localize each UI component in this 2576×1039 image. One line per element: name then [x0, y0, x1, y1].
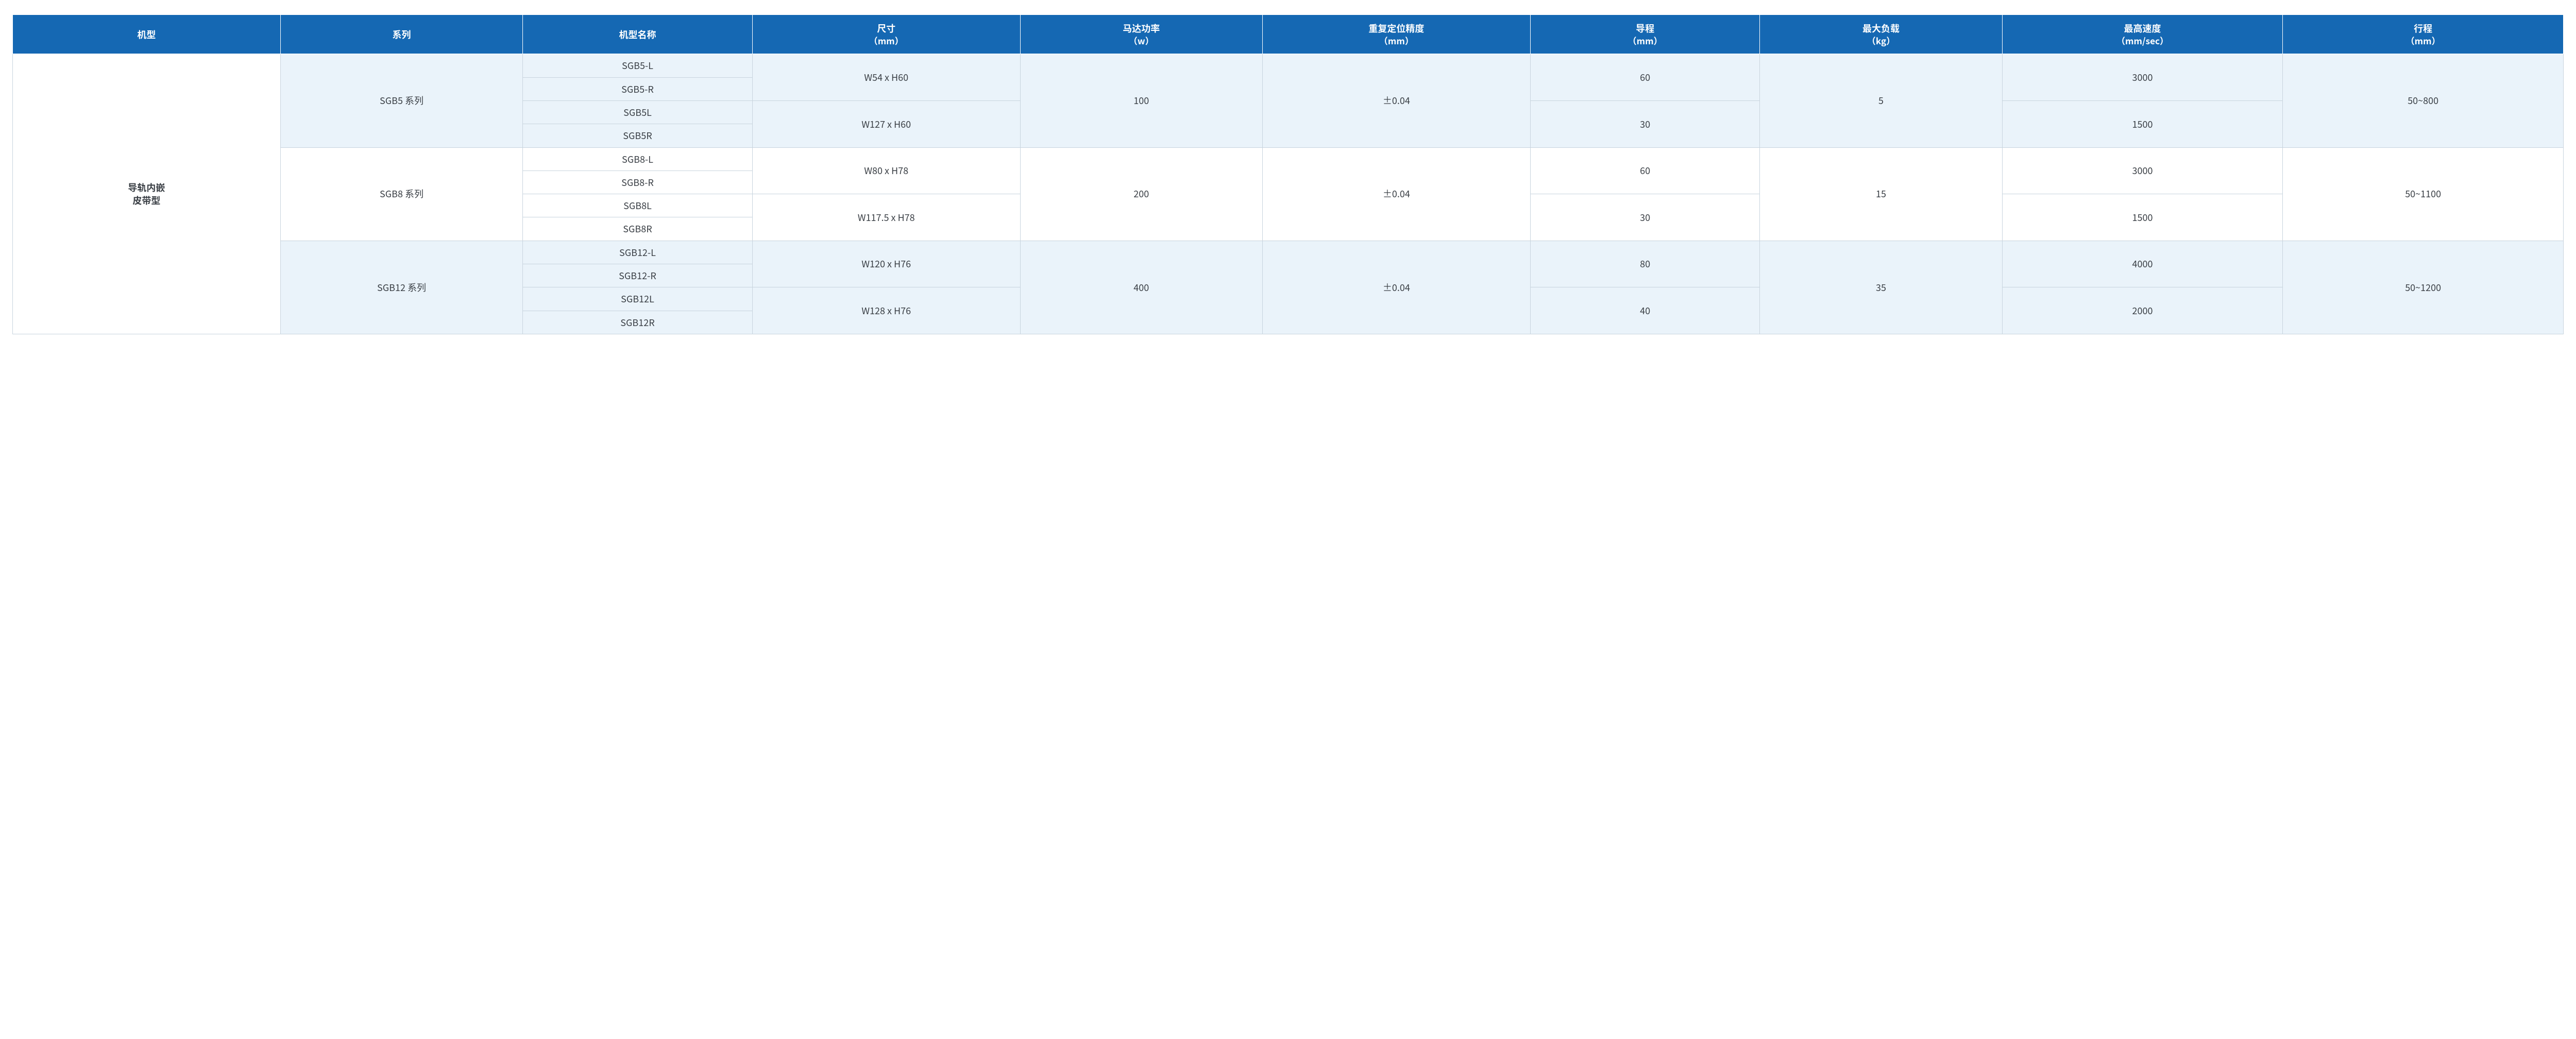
spec-table: 机型 系列 机型名称 尺寸（mm） 马达功率（w） 重复定位精度（mm） 导程（…	[12, 14, 2564, 334]
cell-size: W127 x H60	[752, 100, 1020, 147]
cell-max-speed: 1500	[2002, 194, 2283, 241]
cell-size: W80 x H78	[752, 147, 1020, 194]
cell-size: W120 x H76	[752, 241, 1020, 287]
header-label: 行程	[2414, 22, 2432, 35]
cell-max-speed: 3000	[2002, 54, 2283, 101]
cell-model: SGB12L	[523, 287, 753, 311]
header-label: 马达功率	[1123, 22, 1160, 35]
cell-max-load: 5	[1760, 54, 2002, 147]
cell-lead: 30	[1530, 194, 1760, 241]
cell-stroke: 50~1100	[2283, 147, 2564, 241]
cell-model: SGB12-R	[523, 264, 753, 287]
cell-max-speed: 3000	[2002, 147, 2283, 194]
cell-lead: 40	[1530, 287, 1760, 334]
cell-series: SGB12 系列	[280, 241, 522, 334]
cell-repeat-accuracy: ±0.04	[1262, 54, 1530, 147]
col-size: 尺寸（mm）	[752, 15, 1020, 54]
cell-model: SGB8L	[523, 194, 753, 217]
header-label: 最大负载	[1862, 22, 1900, 35]
cell-lead: 30	[1530, 100, 1760, 147]
header-unit: （mm）	[1535, 35, 1756, 46]
header-label: 最高速度	[2124, 22, 2161, 35]
cell-stroke: 50~800	[2283, 54, 2564, 147]
cell-machine-type: 导轨内嵌 皮带型	[13, 54, 281, 334]
col-max-speed: 最高速度（mm/sec）	[2002, 15, 2283, 54]
table-body: 导轨内嵌 皮带型 SGB5 系列 SGB5-L W54 x H60 100 ±0…	[13, 54, 2564, 334]
cell-repeat-accuracy: ±0.04	[1262, 241, 1530, 334]
header-label: 重复定位精度	[1368, 22, 1424, 35]
col-stroke: 行程（mm）	[2283, 15, 2564, 54]
cell-lead: 80	[1530, 241, 1760, 287]
cell-lead: 60	[1530, 54, 1760, 101]
col-machine-type: 机型	[13, 15, 281, 54]
machine-type-line2: 皮带型	[17, 194, 276, 207]
cell-model: SGB5R	[523, 124, 753, 147]
col-max-load: 最大负载（kg）	[1760, 15, 2002, 54]
header-label: 尺寸	[877, 22, 895, 35]
cell-max-load: 15	[1760, 147, 2002, 241]
cell-series: SGB5 系列	[280, 54, 522, 147]
cell-motor-power: 400	[1020, 241, 1262, 334]
table-header: 机型 系列 机型名称 尺寸（mm） 马达功率（w） 重复定位精度（mm） 导程（…	[13, 15, 2564, 54]
cell-motor-power: 200	[1020, 147, 1262, 241]
table-row: SGB8 系列 SGB8-L W80 x H78 200 ±0.04 60 15…	[13, 147, 2564, 171]
cell-max-speed: 4000	[2002, 241, 2283, 287]
cell-size: W128 x H76	[752, 287, 1020, 334]
cell-model: SGB5-L	[523, 54, 753, 77]
cell-stroke: 50~1200	[2283, 241, 2564, 334]
col-repeat-accuracy: 重复定位精度（mm）	[1262, 15, 1530, 54]
cell-repeat-accuracy: ±0.04	[1262, 147, 1530, 241]
cell-series: SGB8 系列	[280, 147, 522, 241]
table-row: 导轨内嵌 皮带型 SGB5 系列 SGB5-L W54 x H60 100 ±0…	[13, 54, 2564, 77]
header-unit: （mm）	[2287, 35, 2559, 46]
header-unit: （kg）	[1764, 35, 1997, 46]
header-unit: （w）	[1025, 35, 1258, 46]
col-motor-power: 马达功率（w）	[1020, 15, 1262, 54]
table-row: SGB12 系列 SGB12-L W120 x H76 400 ±0.04 80…	[13, 241, 2564, 264]
cell-max-speed: 1500	[2002, 100, 2283, 147]
cell-size: W54 x H60	[752, 54, 1020, 101]
col-model-name: 机型名称	[523, 15, 753, 54]
col-series: 系列	[280, 15, 522, 54]
cell-max-speed: 2000	[2002, 287, 2283, 334]
cell-size: W117.5 x H78	[752, 194, 1020, 241]
cell-model: SGB8-L	[523, 147, 753, 171]
col-lead: 导程（mm）	[1530, 15, 1760, 54]
header-label: 机型	[137, 28, 156, 41]
cell-model: SGB8-R	[523, 171, 753, 194]
cell-model: SGB12R	[523, 311, 753, 334]
cell-model: SGB8R	[523, 217, 753, 241]
header-label: 机型名称	[619, 28, 656, 41]
cell-model: SGB12-L	[523, 241, 753, 264]
cell-lead: 60	[1530, 147, 1760, 194]
header-unit: （mm）	[1267, 35, 1526, 46]
cell-max-load: 35	[1760, 241, 2002, 334]
cell-motor-power: 100	[1020, 54, 1262, 147]
header-label: 导程	[1636, 22, 1654, 35]
cell-model: SGB5L	[523, 100, 753, 124]
header-label: 系列	[393, 28, 411, 41]
header-unit: （mm）	[757, 35, 1016, 46]
machine-type-line1: 导轨内嵌	[128, 181, 165, 194]
header-unit: （mm/sec）	[2007, 35, 2279, 46]
cell-model: SGB5-R	[523, 77, 753, 100]
